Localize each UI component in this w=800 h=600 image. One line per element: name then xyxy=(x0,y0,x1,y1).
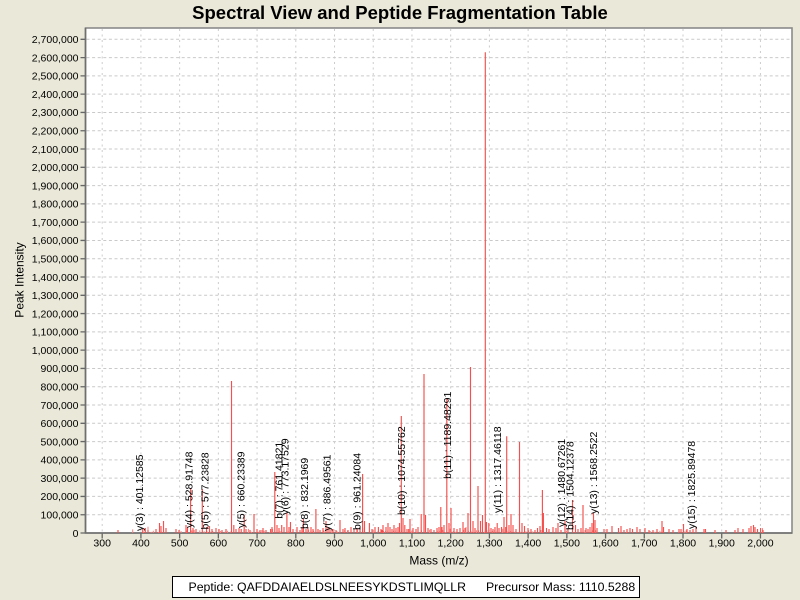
svg-text:600: 600 xyxy=(210,538,228,550)
svg-text:300: 300 xyxy=(93,538,111,550)
svg-text:y(3) : 401.12585: y(3) : 401.12585 xyxy=(134,454,146,531)
svg-text:900: 900 xyxy=(326,538,344,550)
svg-text:0: 0 xyxy=(73,528,79,540)
svg-text:1,400: 1,400 xyxy=(515,538,541,550)
svg-text:300,000: 300,000 xyxy=(41,473,79,485)
svg-text:b(14) : 1504.12378: b(14) : 1504.12378 xyxy=(565,441,577,530)
svg-text:1,200,000: 1,200,000 xyxy=(32,308,79,320)
svg-text:1,100,000: 1,100,000 xyxy=(32,327,79,339)
svg-text:b(10) : 1074.55762: b(10) : 1074.55762 xyxy=(396,426,408,515)
svg-text:y(12) : 1480.67261: y(12) : 1480.67261 xyxy=(556,439,568,527)
svg-text:y(4) : 528.91748: y(4) : 528.91748 xyxy=(184,451,196,528)
svg-text:1,500,000: 1,500,000 xyxy=(32,254,79,266)
svg-text:200,000: 200,000 xyxy=(41,491,79,503)
svg-text:1,700: 1,700 xyxy=(631,538,657,550)
svg-text:2,500,000: 2,500,000 xyxy=(32,71,79,83)
svg-text:700: 700 xyxy=(248,538,266,550)
svg-text:1,600: 1,600 xyxy=(592,538,618,550)
svg-text:500: 500 xyxy=(171,538,189,550)
svg-text:y(13) : 1568.2522: y(13) : 1568.2522 xyxy=(588,432,600,514)
svg-text:1,200: 1,200 xyxy=(438,538,464,550)
svg-text:500,000: 500,000 xyxy=(41,436,79,448)
svg-text:2,400,000: 2,400,000 xyxy=(32,89,79,101)
svg-text:900,000: 900,000 xyxy=(41,363,79,375)
svg-text:2,000,000: 2,000,000 xyxy=(32,162,79,174)
svg-text:1,300,000: 1,300,000 xyxy=(32,290,79,302)
svg-text:400,000: 400,000 xyxy=(41,455,79,467)
svg-text:1,900,000: 1,900,000 xyxy=(32,180,79,192)
svg-text:1,500: 1,500 xyxy=(554,538,580,550)
svg-text:1,100: 1,100 xyxy=(399,538,425,550)
svg-text:b(5) : 577.23828: b(5) : 577.23828 xyxy=(200,452,212,529)
svg-text:2,200,000: 2,200,000 xyxy=(32,126,79,138)
svg-text:y(7) : 886.49561: y(7) : 886.49561 xyxy=(322,454,334,531)
svg-text:y(15) : 1825.89478: y(15) : 1825.89478 xyxy=(686,441,698,529)
svg-text:1,300: 1,300 xyxy=(476,538,502,550)
svg-text:2,100,000: 2,100,000 xyxy=(32,144,79,156)
svg-text:800: 800 xyxy=(287,538,305,550)
svg-text:b(9) : 961.24084: b(9) : 961.24084 xyxy=(352,453,364,530)
svg-text:1,800: 1,800 xyxy=(670,538,696,550)
svg-text:2,700,000: 2,700,000 xyxy=(32,34,79,46)
svg-text:1,000: 1,000 xyxy=(360,538,386,550)
svg-text:1,800,000: 1,800,000 xyxy=(32,199,79,211)
svg-text:Mass (m/z): Mass (m/z) xyxy=(409,553,468,567)
svg-text:1,700,000: 1,700,000 xyxy=(32,217,79,229)
svg-text:Peak Intensity: Peak Intensity xyxy=(13,242,27,317)
svg-text:1,600,000: 1,600,000 xyxy=(32,235,79,247)
svg-text:1,900: 1,900 xyxy=(709,538,735,550)
svg-text:y(11) : 1317.46118: y(11) : 1317.46118 xyxy=(492,426,504,513)
svg-text:b(11) : 1189.48291: b(11) : 1189.48291 xyxy=(442,392,454,479)
svg-text:1,400,000: 1,400,000 xyxy=(32,272,79,284)
svg-text:b(8) : 832.1969: b(8) : 832.1969 xyxy=(299,458,311,529)
svg-text:600,000: 600,000 xyxy=(41,418,79,430)
svg-text:1,000,000: 1,000,000 xyxy=(32,345,79,357)
svg-text:y(5) : 660.23389: y(5) : 660.23389 xyxy=(236,451,248,528)
svg-text:2,600,000: 2,600,000 xyxy=(32,52,79,64)
svg-text:400: 400 xyxy=(132,538,150,550)
svg-text:b(7) : 761.41821: b(7) : 761.41821 xyxy=(274,442,286,519)
svg-text:800,000: 800,000 xyxy=(41,382,79,394)
svg-text:2,000: 2,000 xyxy=(747,538,773,550)
svg-text:y(6) : 773.17529: y(6) : 773.17529 xyxy=(280,438,292,515)
svg-text:100,000: 100,000 xyxy=(41,510,79,522)
svg-text:700,000: 700,000 xyxy=(41,400,79,412)
svg-text:2,300,000: 2,300,000 xyxy=(32,107,79,119)
